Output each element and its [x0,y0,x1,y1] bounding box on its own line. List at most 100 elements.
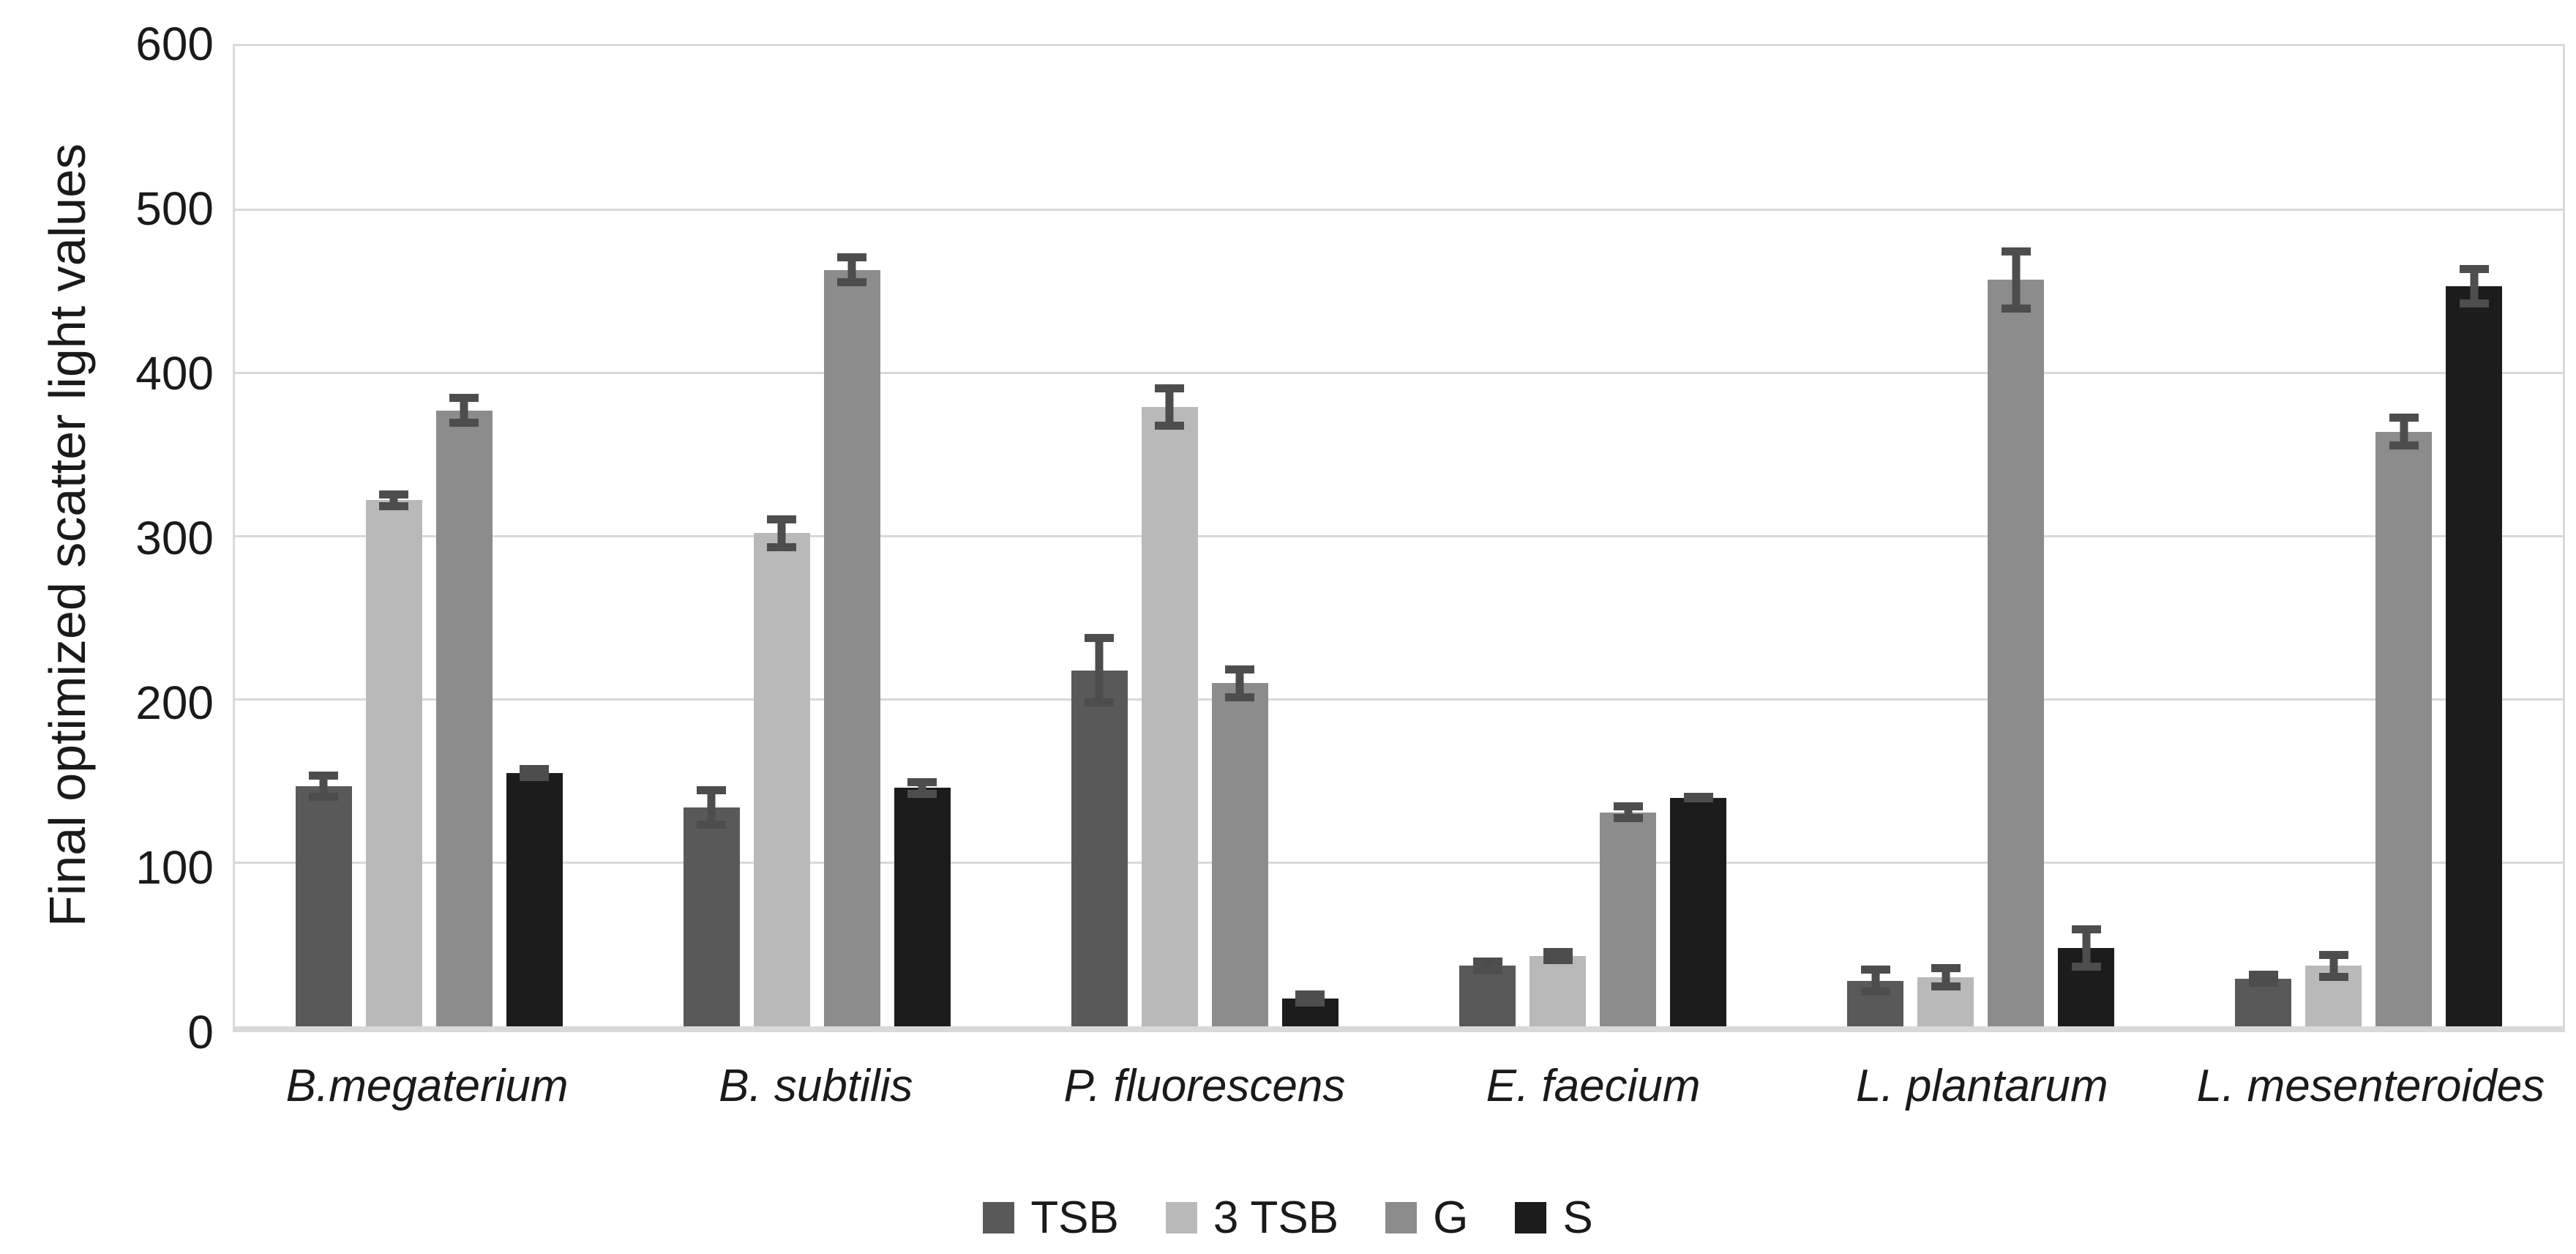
bar [1459,966,1516,1026]
legend-label: 3 TSB [1213,1193,1339,1243]
error-bar-cap-bottom [1860,987,1890,996]
bar-slot [1141,46,1198,1026]
error-bar-stem [1306,990,1314,1007]
error-bar-cap-bottom [767,542,797,551]
bar-slot [435,46,493,1026]
error-bar-cap-bottom [697,820,727,829]
category-label: L. plantarum [1855,1061,2108,1111]
error-bar [2389,414,2419,450]
error-bar [1543,947,1573,965]
legend-swatch [983,1202,1015,1234]
error-bar-stem [1554,947,1562,965]
bar-slot [1988,46,2045,1026]
bar-slot [1847,46,1904,1026]
error-bar-cap-bottom [2248,979,2278,988]
error-bar [1225,665,1255,701]
error-bar-cap-bottom [2071,963,2101,971]
bar [295,785,352,1026]
legend-swatch [1165,1202,1197,1234]
category-label: P. fluorescens [1063,1061,1346,1111]
gridline-400 [235,371,2563,374]
error-bar-stem [2329,951,2338,981]
error-bar-cap-bottom [2459,299,2489,308]
bar [683,807,740,1026]
bar [1071,670,1128,1026]
error-bar [2071,925,2101,971]
plot-area [233,44,2565,1032]
error-bar-stem [389,490,398,510]
error-bar-stem [2400,414,2408,450]
error-bar [1860,966,1890,996]
bars-row [235,46,2563,1026]
bar [1141,407,1198,1026]
error-bar [1085,634,1115,706]
bar-cluster [1011,46,1399,1026]
bar [1988,280,2045,1026]
bar [1211,683,1268,1026]
error-bar-cap-bottom [1295,999,1325,1007]
y-tick-label-300: 300 [135,512,214,564]
gridline-300 [235,535,2563,537]
error-bar [2459,265,2489,308]
bar-slot [1917,46,1974,1026]
error-bar [1155,384,1185,430]
bar-slot [295,46,352,1026]
bar [2446,286,2503,1026]
error-bar-stem [2470,265,2479,308]
bar-cluster [623,46,1011,1026]
error-bar-cap-bottom [1931,982,1961,990]
bar-slot [1670,46,1727,1026]
bar [823,269,880,1026]
error-bar-stem [918,777,926,798]
error-bar-cap-bottom [1225,693,1255,701]
category-label: E. faecium [1486,1061,1701,1111]
category-label: B. subtilis [719,1061,913,1111]
error-bar [1613,802,1643,823]
error-bar-cap-bottom [309,793,339,802]
gridline-200 [235,698,2563,701]
bar [365,500,422,1026]
error-bar-stem [1624,802,1633,823]
legend-item: 3 TSB [1165,1192,1339,1244]
legend-item: S [1515,1192,1593,1244]
bar [1670,797,1727,1026]
bar-slot [894,46,951,1026]
bar-slot [823,46,880,1026]
x-axis-category-labels: B.megaterium B. subtilis P. fluorescens E. … [233,1060,2565,1112]
error-bar [767,515,797,551]
y-tick-label-400: 400 [135,347,214,400]
error-bar [837,253,867,287]
y-tick-label-600: 600 [135,18,214,70]
error-bar [1683,792,1713,803]
legend-item: G [1385,1192,1468,1244]
error-bar-stem [319,771,328,802]
legend-item: TSB [983,1192,1119,1244]
error-bar-cap-bottom [837,278,867,287]
bar-slot [1600,46,1657,1026]
bar-slot [2305,46,2362,1026]
legend-swatch [1385,1202,1418,1234]
legend: TSB 3 TSB G S [0,1192,2576,1244]
bar [435,410,493,1026]
error-bar-cap-bottom [379,501,409,510]
bar-slot [2058,46,2115,1026]
y-axis-tick-labels: 0 100 200 300 400 500 600 [0,18,214,1059]
legend-label: TSB [1030,1193,1119,1243]
error-bar-stem [2082,925,2091,971]
error-bar-cap-bottom [2001,304,2031,313]
error-bar-stem [2012,247,2021,313]
error-bar-stem [1942,964,1950,990]
bar-slot [1211,46,1268,1026]
error-bar-stem [1095,634,1104,706]
error-bar-stem [2259,971,2268,988]
error-bar-cap-bottom [2318,972,2348,981]
bar-slot [1071,46,1128,1026]
error-bar-stem [707,785,716,829]
error-bar-cap-bottom [907,789,937,798]
error-bar [2248,971,2278,988]
error-bar [1295,990,1325,1007]
bar [1530,956,1587,1026]
bar [2375,431,2433,1026]
bar-slot [1459,46,1516,1026]
